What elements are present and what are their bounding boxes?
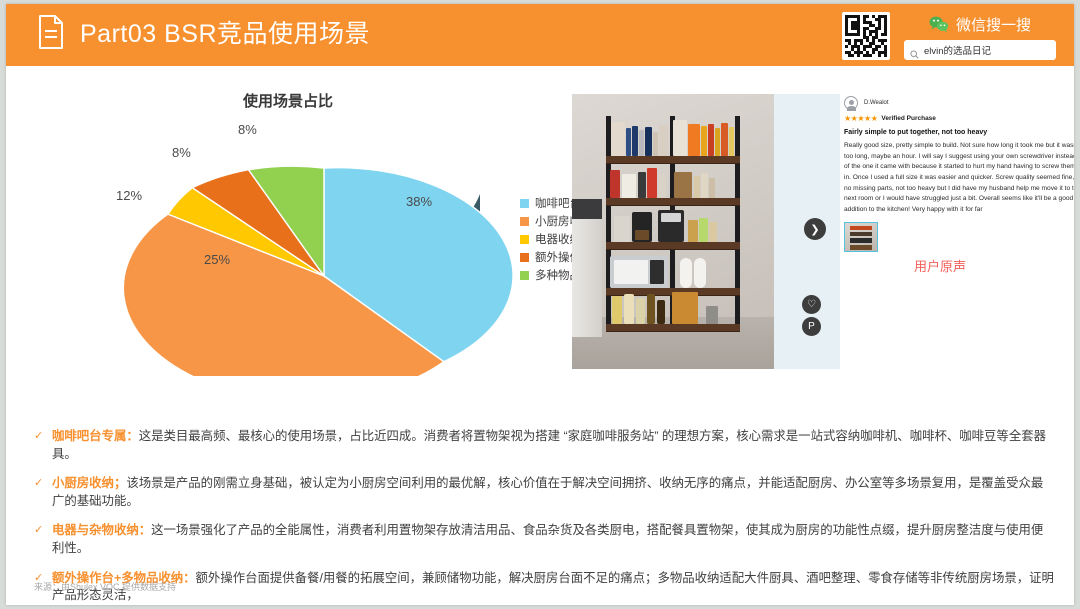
review-body: Really good size, pretty simple to build… (844, 142, 1074, 214)
insight-bullet-key: 咖啡吧台专属： (52, 429, 139, 443)
slide-header: Part03 BSR竞品使用场景 (6, 4, 1074, 66)
insight-bullet-text: 电器与杂物收纳：这一场景强化了产品的全能属性，消费者利用置物架存放清洁用品、食品… (52, 523, 1044, 556)
review-rating-row: ★★★★★ Verified Purchase (844, 114, 1074, 123)
legend-item: 电器收纳 (520, 230, 604, 248)
legend-swatch-icon (520, 270, 529, 280)
customer-review: D.Wealot ★★★★★ Verified Purchase Fairly … (844, 96, 1074, 252)
wechat-search-value: elvin的选品日记 (924, 46, 992, 57)
heart-icon[interactable]: ♡ (802, 295, 821, 314)
insight-bullet-key: 额外操作台+多物品收纳： (52, 570, 196, 585)
reviewer-name: D.Wealot (864, 100, 889, 106)
wechat-search-input[interactable]: elvin的选品日记 (904, 40, 1056, 60)
pie-slice-coffee-bar (323, 166, 514, 363)
pie-label-multi-item-storage: 8% (238, 122, 257, 137)
search-icon (910, 46, 919, 59)
slide-canvas: Part03 BSR竞品使用场景 (6, 4, 1074, 605)
usage-scenario-pie-chart: 使用场景占比 (68, 86, 604, 376)
insight-bullet: ✓ 咖啡吧台专属：这是类目最高频、最核心的使用场景，占比近四成。消费者将置物架视为… (34, 428, 1054, 463)
insight-bullet-text: 额外操作台+多物品收纳：额外操作台面提供备餐/用餐的拓展空间，兼顾储物功能，解决… (52, 570, 1054, 605)
verified-purchase-badge: Verified Purchase (881, 115, 936, 122)
review-author-row: D.Wealot (844, 96, 1074, 111)
chart-title: 使用场景占比 (242, 93, 333, 110)
qr-code-matrix (845, 15, 887, 57)
chevron-right-icon[interactable]: ❯ (804, 218, 826, 240)
page-title: Part03 BSR竞品使用场景 (80, 20, 371, 48)
review-photo-thumbnail[interactable] (844, 221, 878, 252)
qr-code (842, 12, 890, 60)
pie-slice-kitchen-storage (122, 213, 446, 376)
check-icon: ✓ (34, 524, 44, 537)
header-right-group: 微信搜一搜 elvin的选品日记 (842, 12, 1056, 60)
legend-swatch-icon (520, 234, 529, 244)
insight-bullet-text: 咖啡吧台专属：这是类目最高频、最核心的使用场景，占比近四成。消费者将置物架视为搭… (52, 429, 1046, 461)
baker-rack (606, 116, 740, 331)
product-photo-image (572, 94, 774, 369)
pie-label-kitchen-storage: 25% (204, 252, 231, 267)
check-icon: ✓ (34, 477, 44, 490)
legend-swatch-icon (520, 216, 529, 226)
pie-label-appliance-storage: 12% (116, 188, 143, 203)
insight-bullet-list: ✓ 咖啡吧台专属：这是类目最高频、最核心的使用场景，占比近四成。消费者将置物架视为… (34, 428, 1054, 605)
pie-chart-graphic (122, 165, 514, 376)
legend-label: 咖啡吧台 (535, 198, 581, 210)
wechat-logo (929, 16, 949, 33)
pie-slice-multi-item-storage (247, 165, 325, 279)
wechat-group: 微信搜一搜 elvin的选品日记 (904, 12, 1056, 60)
insight-bullet: ✓ 电器与杂物收纳：这一场景强化了产品的全能属性，消费者利用置物架存放清洁用品、食… (34, 522, 1054, 557)
legend-swatch-icon (520, 198, 529, 208)
avatar (844, 96, 858, 111)
header-left-group: Part03 BSR竞品使用场景 (36, 14, 370, 50)
wechat-search-label: 微信搜一搜 (955, 17, 1031, 34)
pie-label-extra-counter: 8% (172, 145, 191, 160)
check-icon: ✓ (34, 430, 44, 442)
legend-item: 咖啡吧台 (520, 194, 604, 212)
legend-label: 电器收纳 (535, 234, 581, 246)
document-icon (36, 14, 66, 50)
product-photo: ❯ ♡ P (572, 94, 840, 369)
check-icon: ✓ (34, 571, 44, 584)
user-voice-label: 用户原声 (914, 259, 967, 274)
legend-swatch-icon (520, 252, 529, 262)
insight-bullet: ✓ 小厨房收纳；该场景是产品的刚需立身基础，被认定为小厨房空间利用的最优解，核心价… (34, 475, 1054, 510)
pinterest-flag-icon[interactable]: P (802, 317, 821, 336)
source-footer: 来源：由Shulex VOC 提供数据支持 (34, 582, 177, 592)
insight-bullet-key: 小厨房收纳； (52, 476, 127, 491)
wechat-title-row: 微信搜一搜 (929, 14, 1031, 35)
insight-bullet-text: 小厨房收纳；该场景是产品的刚需立身基础，被认定为小厨房空间利用的最优解，核心价值… (52, 476, 1044, 508)
review-title: Fairly simple to put together, not too h… (844, 129, 988, 136)
star-rating-icon: ★★★★★ (844, 114, 878, 123)
insight-bullet: ✓ 额外操作台+多物品收纳：额外操作台面提供备餐/用餐的拓展空间，兼顾储物功能，解… (34, 570, 1054, 605)
insight-bullet-key: 电器与杂物收纳： (52, 523, 152, 538)
pie-label-coffee-bar: 38% (406, 194, 433, 209)
